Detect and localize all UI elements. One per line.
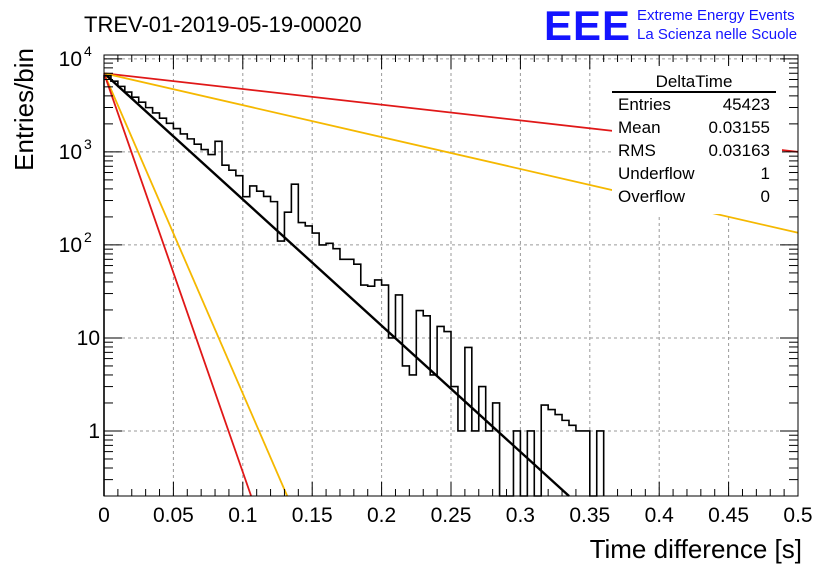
x-axis-title: Time difference [s] (590, 534, 802, 564)
eee-logo-mark: EEE (544, 2, 631, 49)
x-tick-label: 0.15 (292, 504, 333, 527)
stats-row-label: RMS (618, 141, 656, 160)
y-tick-label: 10 (59, 234, 82, 257)
x-tick-label: 0.35 (569, 504, 610, 527)
x-tick-label: 0.3 (506, 504, 535, 527)
x-tick-label: 0.45 (708, 504, 749, 527)
stats-row-value: 0.03163 (709, 141, 770, 160)
y-tick-label: 10 (59, 48, 82, 71)
y-tick-exponent: 4 (84, 43, 92, 59)
fit-curve (103, 72, 570, 497)
stats-box: DeltaTime Entries 45423 Mean 0.03155 RMS 0.03… (612, 66, 782, 214)
y-tick-label: 1 (88, 420, 100, 443)
y-axis-title: Entries/bin (9, 48, 39, 171)
eee-logo-line2: La Scienza nelle Scuole (637, 26, 797, 43)
histogram-outline (103, 74, 605, 497)
y-tick-label: 10 (59, 141, 82, 164)
stats-row-value: 1 (761, 164, 770, 183)
y-tick-exponent: 3 (84, 136, 92, 152)
stats-row-value: 0 (761, 187, 770, 206)
y-tick-label: 10 (77, 327, 100, 350)
fit-curve (103, 72, 252, 497)
x-tick-labels: 0 0.05 0.1 0.15 0.2 0.25 0.3 0.35 0.4 0.45 0.5 (98, 504, 812, 527)
stats-row-value: 45423 (723, 95, 770, 114)
stats-row-value: 0.03155 (709, 118, 770, 137)
x-tick-label: 0.4 (645, 504, 675, 527)
x-tick-label: 0.5 (783, 504, 812, 527)
fit-curve (103, 72, 289, 497)
stats-row-label: Overflow (618, 187, 686, 206)
x-tick-label: 0.05 (153, 504, 194, 527)
stats-row-label: Entries (618, 95, 671, 114)
x-tick-label: 0.1 (228, 504, 257, 527)
x-tick-label: 0.2 (367, 504, 396, 527)
y-tick-exponent: 2 (84, 229, 92, 245)
x-tick-label: 0 (98, 504, 110, 527)
stats-row-label: Mean (618, 118, 661, 137)
stats-title: DeltaTime (656, 72, 733, 91)
eee-logo: EEE Extreme Energy Events La Scienza nel… (544, 2, 797, 49)
x-tick-label: 0.25 (431, 504, 472, 527)
eee-logo-line1: Extreme Energy Events (637, 7, 795, 24)
stats-row-label: Underflow (618, 164, 695, 183)
axis-ticks (103, 55, 799, 497)
histogram-series (103, 74, 605, 497)
run-title: TREV-01-2019-05-19-00020 (84, 12, 362, 37)
